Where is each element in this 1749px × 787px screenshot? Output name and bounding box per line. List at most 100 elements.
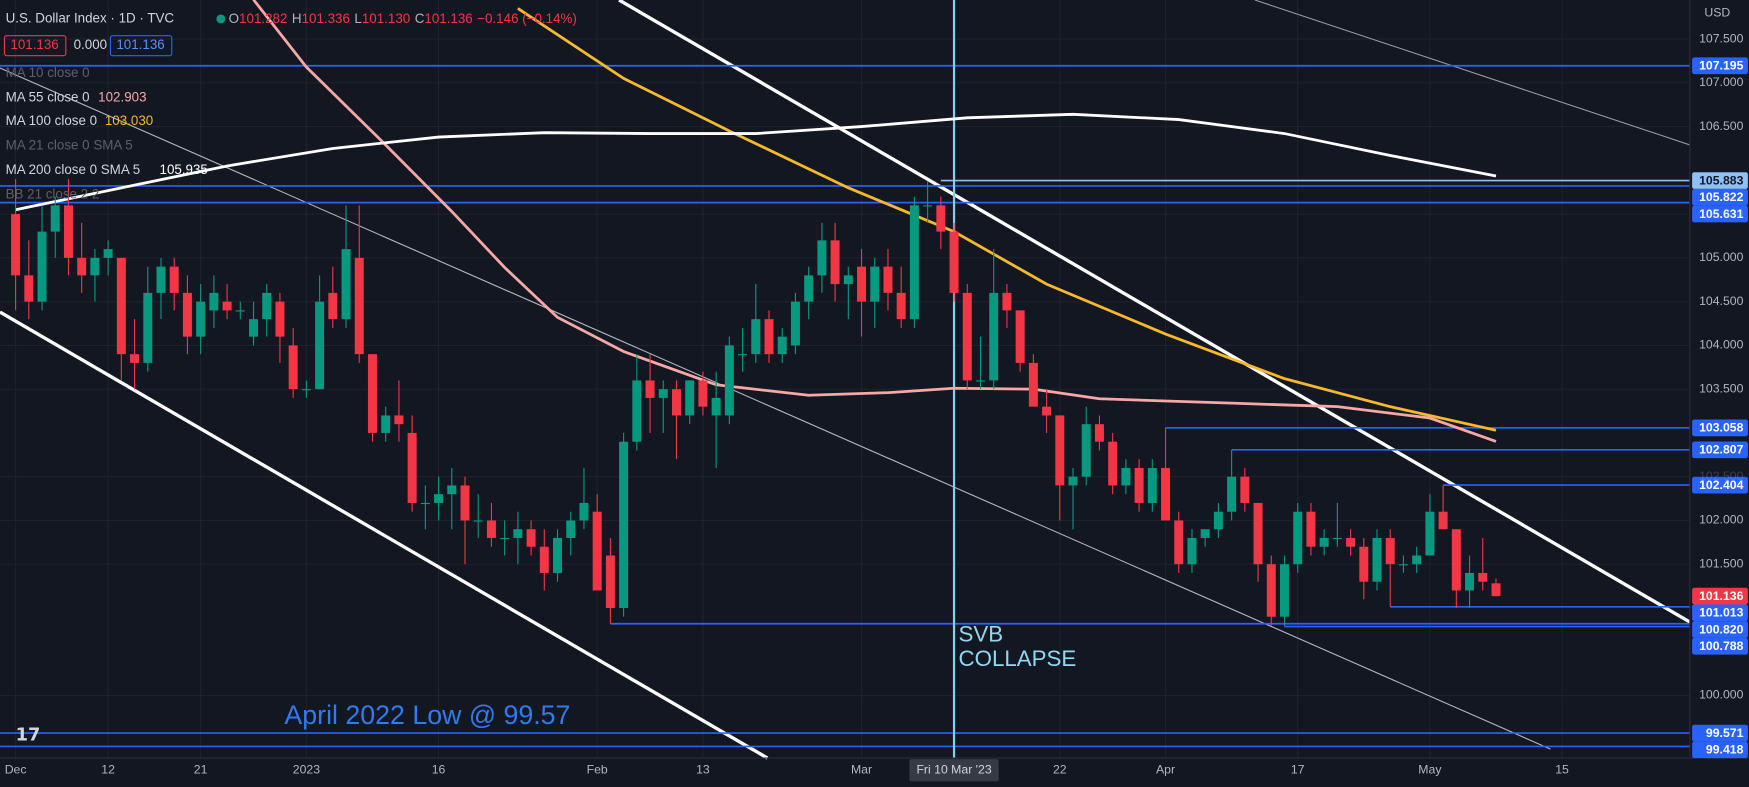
- x-tick-label: 12: [101, 763, 115, 777]
- y-tick-label: 103.500: [1699, 381, 1743, 395]
- candle-body: [724, 345, 734, 416]
- candle-body: [685, 380, 695, 416]
- candle-body: [222, 301, 232, 311]
- price-label: 99.418: [1706, 743, 1744, 757]
- y-tick-label: 101.500: [1699, 556, 1743, 570]
- x-tick-label: Dec: [5, 763, 27, 777]
- ohlc-key: O: [229, 10, 239, 25]
- candle-body: [513, 529, 523, 538]
- ask-box[interactable]: [109, 35, 173, 57]
- x-tick-label: 13: [696, 763, 710, 777]
- x-tick-label: 22: [1053, 763, 1067, 777]
- candle-body: [394, 415, 404, 425]
- candle-body: [962, 292, 972, 381]
- ohlc-header: O101.282 H101.336 L101.130 C101.136 −0.146 (…: [229, 10, 577, 25]
- x-tick-label: Apr: [1156, 763, 1175, 777]
- candle-body: [367, 354, 377, 433]
- candle-body: [1332, 537, 1342, 540]
- candle-body: [486, 520, 496, 538]
- candle-body: [1187, 537, 1197, 565]
- candle-body: [658, 389, 668, 398]
- candle-body: [1306, 511, 1316, 547]
- candle-body: [936, 205, 946, 232]
- price-label-box: [1692, 621, 1748, 638]
- y-tick-label: 104.000: [1699, 338, 1743, 352]
- candle-body: [1280, 564, 1289, 617]
- legend-hidden[interactable]: MA 10 close 0: [6, 65, 90, 80]
- candle-body: [1346, 537, 1356, 547]
- x-tick-label: Mar: [851, 763, 872, 777]
- x-tick-label: May: [1418, 763, 1442, 777]
- date-label-box: [909, 759, 999, 782]
- candle-body: [209, 292, 219, 311]
- legend-entry[interactable]: MA 100 close 0: [6, 113, 97, 128]
- candle-body: [698, 380, 708, 407]
- candle-body: [738, 354, 748, 356]
- ohlc-value: 101.136: [424, 10, 472, 25]
- candle-body: [1174, 520, 1184, 565]
- candle-body: [341, 249, 351, 320]
- market-status: [216, 14, 226, 24]
- legend-hidden[interactable]: MA 21 close 0 SMA 5: [6, 138, 133, 153]
- candle-body: [553, 537, 563, 573]
- legend-entry[interactable]: MA 200 close 0 SMA 5: [6, 162, 141, 177]
- candle-body: [169, 266, 179, 293]
- candle-body: [711, 397, 721, 416]
- price-label: 107.195: [1699, 59, 1743, 73]
- ohlc-key: L: [354, 10, 361, 25]
- candle-body: [843, 275, 853, 285]
- candle-body: [460, 485, 470, 521]
- price-label-box: [1692, 587, 1748, 605]
- price-label-box: [1692, 604, 1748, 622]
- bid-box[interactable]: [3, 35, 67, 57]
- y-tick-label: 107.000: [1699, 75, 1743, 89]
- candle-body: [909, 205, 919, 320]
- price-label: 105.883: [1699, 173, 1743, 187]
- x-tick-label: 21: [194, 763, 208, 777]
- candle-body: [1200, 529, 1210, 538]
- y-tick-label: 100.000: [1699, 688, 1743, 702]
- candle-body: [407, 432, 417, 503]
- x-tick-label: 16: [432, 763, 446, 777]
- price-label-box: [1692, 205, 1748, 223]
- axes: 107.195 105.883 105.822 105.631 103.058 102.8…: [5, 31, 1748, 782]
- candle-body: [90, 257, 100, 276]
- price-label: 100.788: [1699, 639, 1743, 653]
- x-tick-label: 15: [1555, 763, 1569, 777]
- candle-body: [870, 266, 880, 302]
- candle-body: [1081, 424, 1091, 477]
- candle-body: [1425, 511, 1435, 556]
- price-label-box: [1692, 476, 1748, 494]
- price-label-box: [1692, 419, 1748, 437]
- price-label-box: [1692, 741, 1748, 759]
- candle-body: [1015, 310, 1025, 363]
- candle-body: [37, 231, 47, 302]
- price-label: 105.631: [1699, 207, 1743, 221]
- date-label: Fri 10 Mar '23: [916, 763, 991, 777]
- ma-line: [517, 7, 1497, 432]
- legend-hidden[interactable]: BB 21 close 2 2: [6, 187, 100, 202]
- currency[interactable]: USD: [1704, 6, 1730, 20]
- candle-body: [1491, 583, 1501, 597]
- candle-body: [1465, 572, 1475, 591]
- candle-body: [896, 292, 906, 320]
- candle-body: [1451, 529, 1461, 591]
- spread: 0.000: [74, 37, 107, 52]
- price-label-box: [1692, 188, 1748, 206]
- candle-body: [1028, 362, 1038, 407]
- candle-body: [1094, 424, 1104, 442]
- candle-body: [434, 494, 444, 503]
- candle-body: [764, 319, 774, 355]
- legend-entry[interactable]: MA 55 close 0: [6, 90, 90, 105]
- price-label: 102.807: [1699, 443, 1743, 457]
- ma-line: [252, 0, 1497, 443]
- candle-body: [500, 537, 510, 540]
- candle-body: [1055, 415, 1065, 486]
- price-label: 103.058: [1699, 421, 1743, 435]
- price-label-box: [1692, 724, 1748, 742]
- bid: 101.136: [10, 37, 58, 52]
- candle-body: [381, 415, 391, 433]
- candle-body: [671, 389, 681, 416]
- candle-body: [196, 301, 206, 337]
